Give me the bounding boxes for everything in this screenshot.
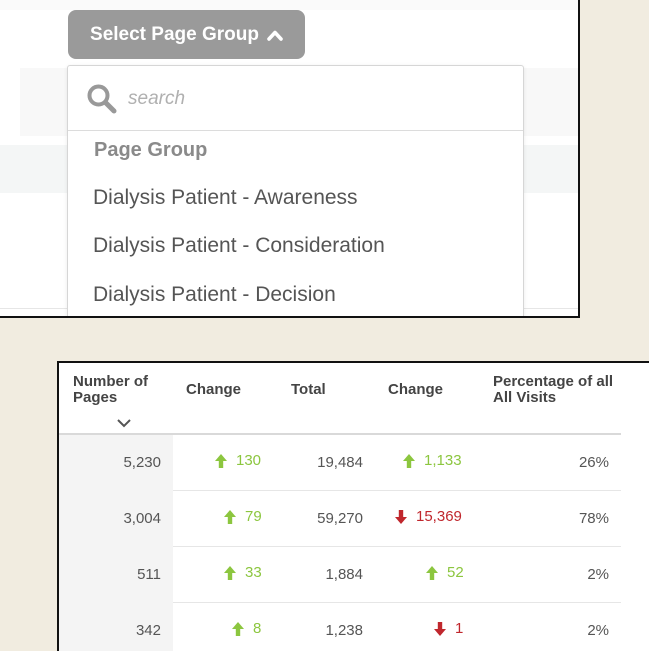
table-row: 511 33 1,884 52 2% [59,547,621,603]
change-value: 130 [236,452,262,469]
page-group-panel: Select Page Group Page Group Dialysis Pa… [0,0,580,318]
change-value: 79 [245,508,262,525]
cell-change: 8 [231,620,261,637]
table-row: 342 8 1,238 1 2% [59,603,621,651]
cell-change: 79 [223,508,262,525]
arrow-up-icon [232,621,244,636]
change-value: 8 [253,620,262,637]
header-total[interactable]: Total [291,381,326,398]
header-change-visits[interactable]: Change [388,381,444,398]
cell-change-visits: 52 [425,564,464,581]
arrow-down-icon [395,509,407,524]
arrow-up-icon [403,453,415,468]
header-change[interactable]: Change [186,381,242,398]
dropdown-item-consideration[interactable]: Dialysis Patient - Consideration [93,234,385,257]
select-page-group-label: Select Page Group [90,23,259,45]
cell-change: 130 [214,452,261,469]
search-icon [87,84,117,114]
data-table: Number of Pages Change Total Change Perc… [57,361,649,651]
page-group-dropdown: Page Group Dialysis Patient - Awareness … [67,65,524,316]
search-input[interactable] [126,82,510,116]
sort-chevron-down-icon[interactable] [116,418,132,428]
arrow-up-icon [426,565,438,580]
cell-number-of-pages: 511 [137,566,161,583]
dropdown-item-awareness[interactable]: Dialysis Patient - Awareness [93,186,358,209]
cell-change: 33 [223,564,262,581]
arrow-down-icon [434,621,446,636]
row-divider [173,602,621,603]
sorted-column-background [59,435,173,651]
header-divider [59,433,621,435]
cell-total: 59,270 [317,510,363,527]
cell-total: 1,238 [325,622,363,639]
search-box [68,66,523,131]
dropdown-item-decision[interactable]: Dialysis Patient - Decision [93,283,336,306]
cell-total: 1,884 [325,566,363,583]
row-divider [173,490,621,491]
cell-number-of-pages: 5,230 [123,454,161,471]
change-value: 52 [447,564,464,581]
cell-change-visits: 1 [433,620,463,637]
header-percentage[interactable]: Percentage of all All Visits [493,373,614,406]
cell-number-of-pages: 3,004 [123,510,161,527]
change-value: 1 [455,620,464,637]
header-number-of-pages[interactable]: Number of Pages [73,373,148,406]
change-value: 15,369 [416,508,462,525]
cell-change-visits: 15,369 [394,508,462,525]
row-divider [173,546,621,547]
cell-percentage: 2% [587,566,609,583]
cell-number-of-pages: 342 [135,622,161,639]
cell-change-visits: 1,133 [402,452,462,469]
change-value: 1,133 [424,452,462,469]
table-row: 5,230 130 19,484 1,133 26% [59,435,621,491]
arrow-up-icon [224,509,236,524]
cell-total: 19,484 [317,454,363,471]
arrow-up-icon [215,453,227,468]
arrow-up-icon [224,565,236,580]
dropdown-header: Page Group [94,139,208,161]
select-page-group-button[interactable]: Select Page Group [68,10,305,59]
chevron-up-icon [267,30,283,41]
cell-percentage: 78% [578,510,609,527]
cell-percentage: 2% [587,622,609,639]
background-row [0,0,578,10]
change-value: 33 [245,564,262,581]
cell-percentage: 26% [578,454,609,471]
table-row: 3,004 79 59,270 15,369 78% [59,491,621,547]
